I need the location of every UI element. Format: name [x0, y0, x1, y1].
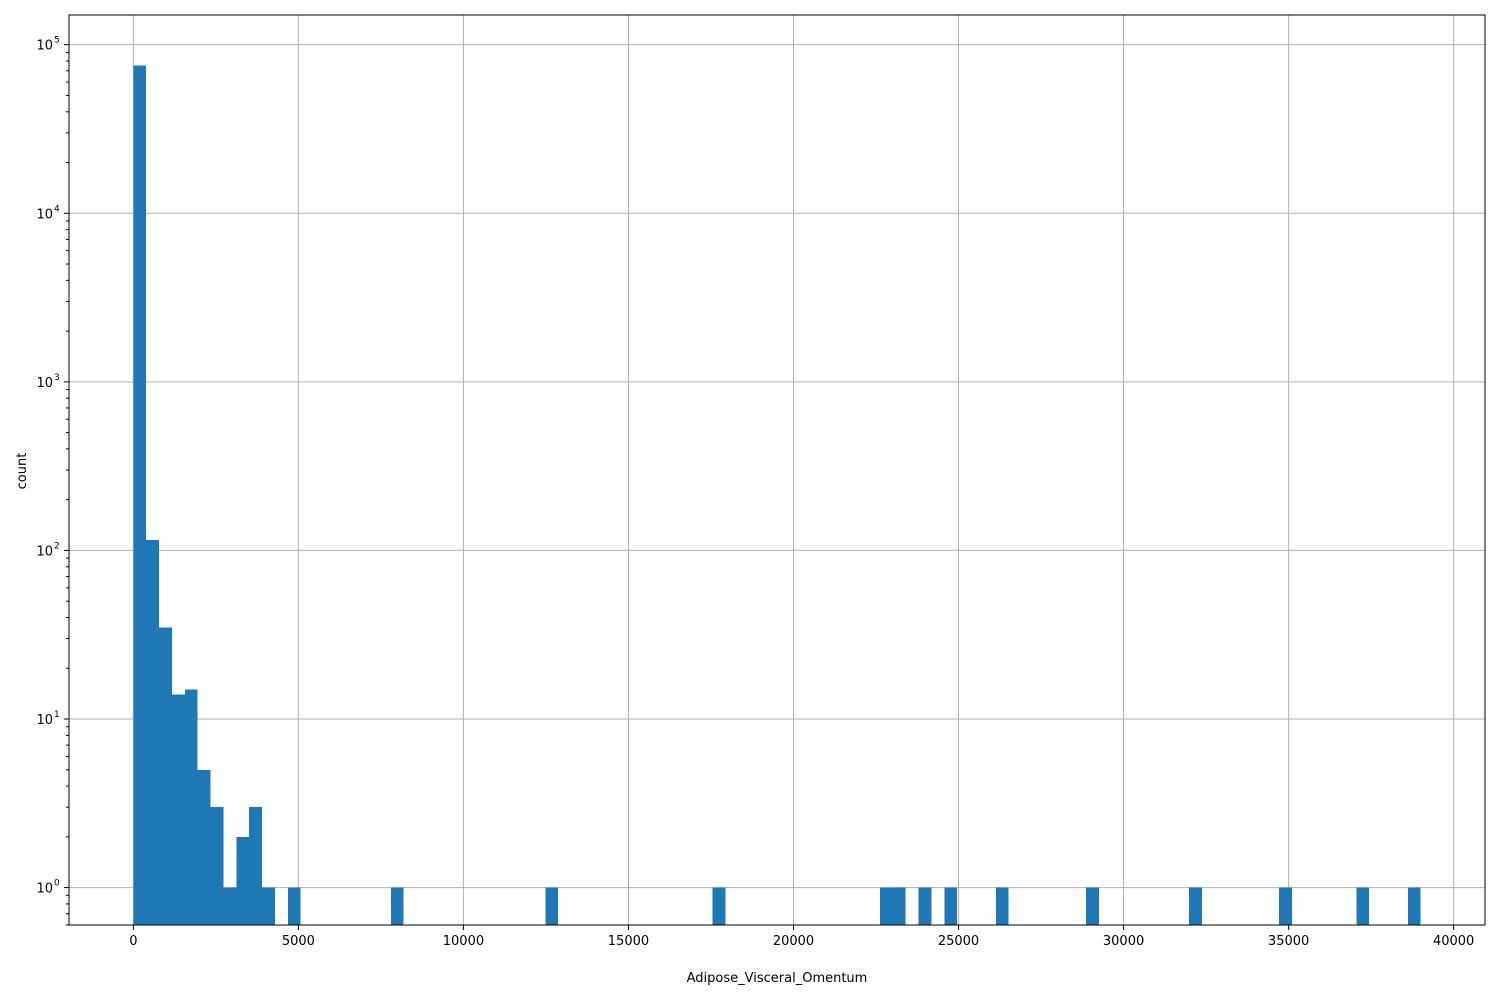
- y-axis-label: count: [15, 453, 30, 490]
- histogram-bar: [545, 887, 559, 925]
- grid: [69, 15, 1485, 925]
- y-tick-label: 10: [36, 39, 53, 54]
- x-tick-label: 30000: [1103, 934, 1144, 949]
- bars: [133, 65, 1421, 926]
- histogram-bar: [197, 769, 211, 925]
- histogram-bar: [892, 887, 906, 925]
- y-tick-exponent: 0: [54, 879, 60, 889]
- x-tick-label: 25000: [938, 934, 979, 949]
- histogram-bar: [1407, 887, 1421, 925]
- histogram-bar: [223, 887, 237, 925]
- histogram-bar: [1188, 887, 1202, 925]
- x-axis-ticks: 0 5000 10000 15000 20000 25000 30000 35000 40000: [129, 925, 1474, 949]
- histogram-bar: [712, 887, 726, 925]
- histogram-bar: [184, 689, 198, 925]
- x-tick-label: 10000: [443, 934, 484, 949]
- histogram-bar: [944, 887, 958, 925]
- y-tick-label: 10: [36, 207, 53, 222]
- x-tick-label: 20000: [773, 934, 814, 949]
- histogram-bar: [236, 836, 250, 925]
- y-tick-exponent: 5: [54, 36, 60, 46]
- histogram-bar: [133, 65, 147, 926]
- histogram-bar: [159, 627, 172, 925]
- histogram-bar: [1279, 887, 1292, 925]
- histogram-bar: [879, 887, 893, 925]
- y-tick-label: 10: [36, 713, 53, 728]
- y-tick-label: 10: [36, 882, 53, 897]
- x-axis-label: Adipose_Visceral_Omentum: [687, 971, 868, 986]
- y-tick-exponent: 3: [54, 373, 60, 383]
- histogram-bar: [1356, 887, 1370, 925]
- x-tick-label: 5000: [282, 934, 315, 949]
- histogram-bar: [995, 887, 1009, 925]
- x-tick-label: 40000: [1433, 934, 1474, 949]
- x-tick-label: 15000: [608, 934, 649, 949]
- x-tick-label: 35000: [1268, 934, 1309, 949]
- y-tick-exponent: 4: [54, 204, 60, 214]
- x-tick-label: 0: [129, 934, 137, 949]
- histogram-bar: [249, 807, 263, 925]
- histogram-bar: [287, 887, 301, 925]
- histogram-bar: [918, 887, 932, 925]
- y-tick-exponent: 1: [54, 710, 60, 720]
- y-tick-label: 10: [36, 544, 53, 559]
- histogram-bar: [390, 887, 404, 925]
- y-tick-exponent: 2: [54, 541, 60, 551]
- y-tick-label: 10: [36, 376, 53, 391]
- histogram-bar: [262, 887, 275, 925]
- histogram-bar: [1085, 887, 1099, 925]
- histogram-bar: [210, 807, 224, 925]
- histogram-bar: [146, 540, 160, 925]
- histogram-bar: [171, 694, 185, 925]
